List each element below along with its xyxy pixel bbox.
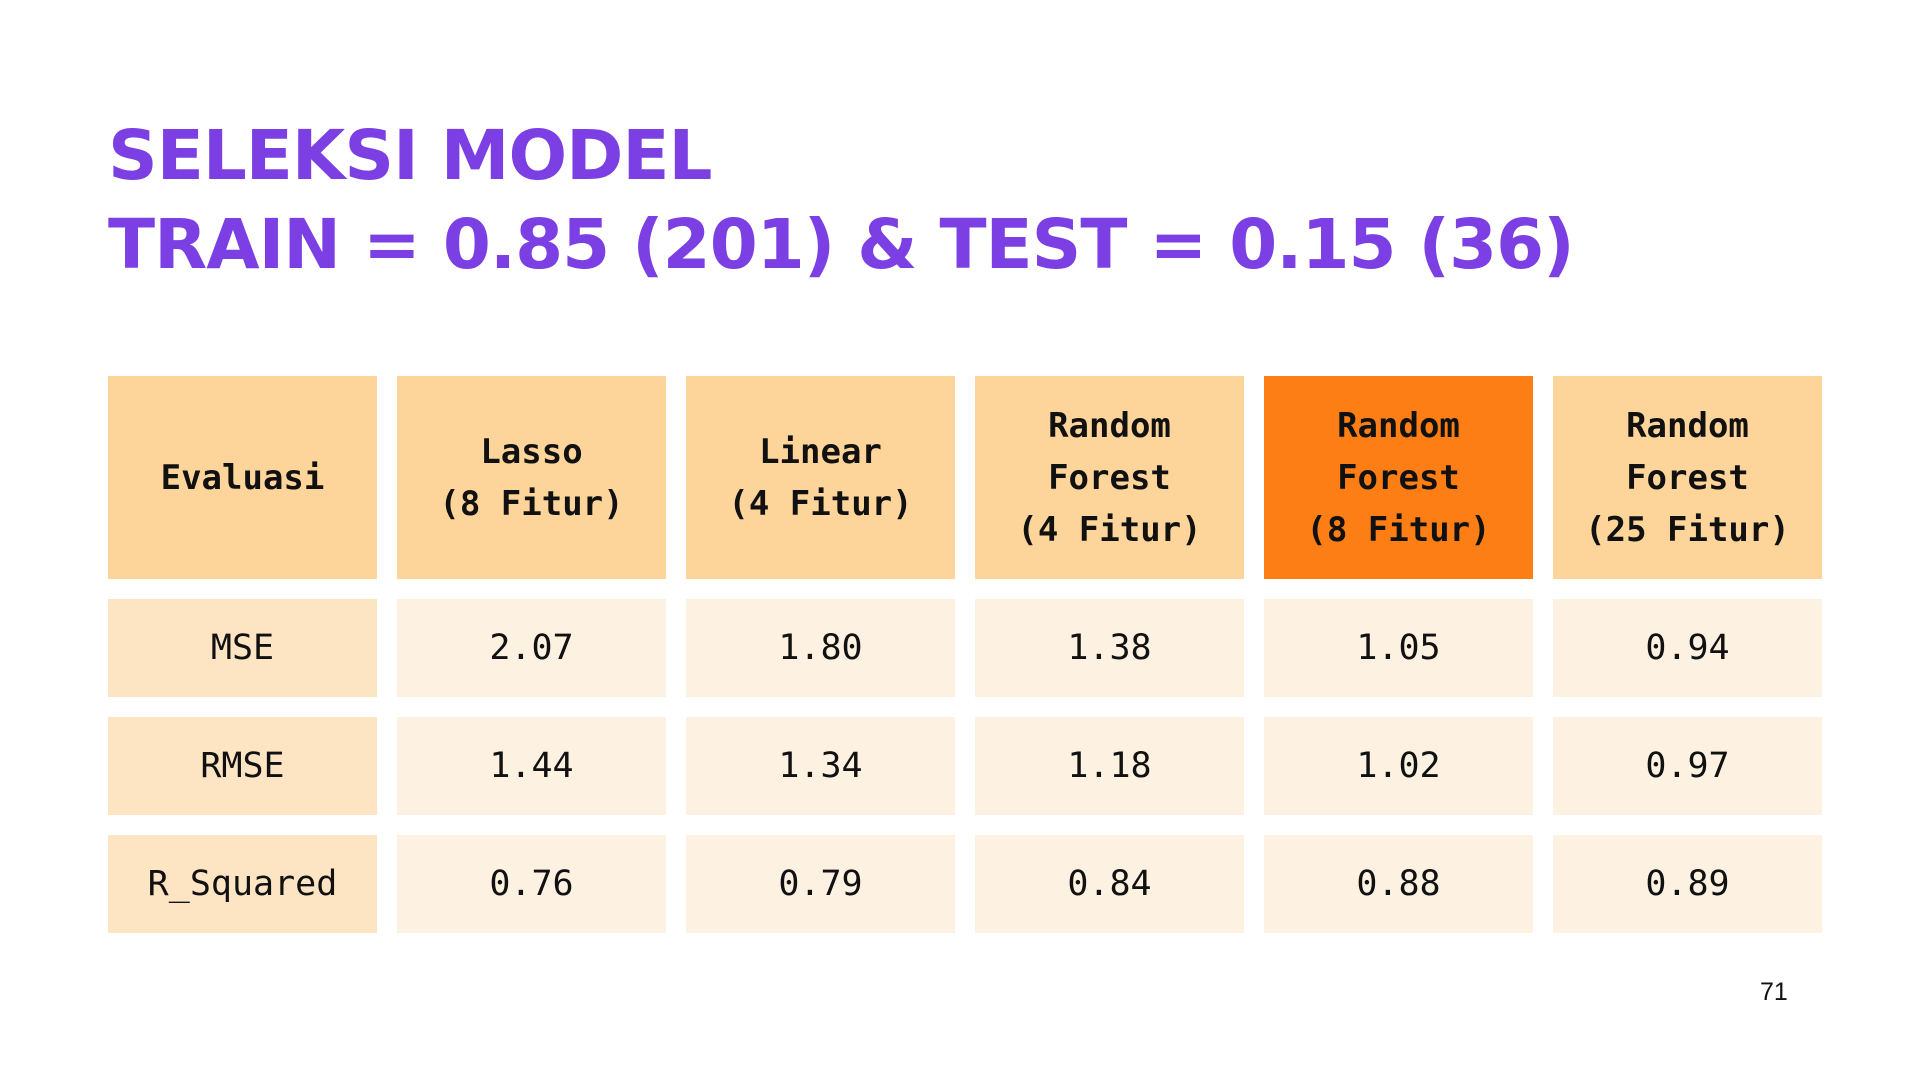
model-comparison-table: Evaluasi Lasso (8 Fitur) Linear (4 Fitur…: [108, 376, 1822, 953]
header-text-linear-4-fitur: Linear (4 Fitur): [728, 426, 912, 530]
header-line: (8 Fitur): [439, 483, 624, 524]
header-cell-lasso-8-fitur: Lasso (8 Fitur): [397, 376, 666, 579]
header-line: Linear: [759, 431, 882, 472]
value-cell: 0.76: [397, 835, 666, 933]
metric-label-rmse: RMSE: [108, 717, 377, 815]
slide-page-number: 71: [1760, 978, 1788, 1006]
header-line: (4 Fitur): [728, 483, 913, 524]
metric-label-mse: MSE: [108, 599, 377, 697]
header-cell-evaluasi: Evaluasi: [108, 376, 377, 579]
slide-title: SELEKSI MODEL TRAIN = 0.85 (201) & TEST …: [108, 112, 1575, 290]
header-line: Lasso: [480, 431, 583, 472]
title-line-train-test-split: TRAIN = 0.85 (201) & TEST = 0.15 (36): [108, 205, 1575, 285]
header-text-random-forest-4-fitur: Random Forest (4 Fitur): [1017, 400, 1201, 556]
value-cell: 2.07: [397, 599, 666, 697]
header-line: Forest: [1048, 457, 1171, 498]
header-line: Evaluasi: [160, 457, 325, 498]
table-row-rmse: RMSE 1.44 1.34 1.18 1.02 0.97: [108, 717, 1822, 815]
table-row-mse: MSE 2.07 1.80 1.38 1.05 0.94: [108, 599, 1822, 697]
value-cell: 1.38: [975, 599, 1244, 697]
header-line: (25 Fitur): [1585, 509, 1790, 550]
table-header-row: Evaluasi Lasso (8 Fitur) Linear (4 Fitur…: [108, 376, 1822, 579]
metric-label-r-squared: R_Squared: [108, 835, 377, 933]
header-line: Random: [1048, 405, 1171, 446]
value-cell: 1.18: [975, 717, 1244, 815]
title-line-model-selection: SELEKSI MODEL: [108, 116, 712, 196]
header-text-evaluasi: Evaluasi: [161, 452, 325, 504]
value-cell: 0.84: [975, 835, 1244, 933]
value-cell: 1.80: [686, 599, 955, 697]
header-line: (4 Fitur): [1017, 509, 1202, 550]
value-cell: 0.97: [1553, 717, 1822, 815]
header-text-random-forest-25-fitur: Random Forest (25 Fitur): [1585, 400, 1790, 556]
value-cell: 0.79: [686, 835, 955, 933]
header-line: (8 Fitur): [1306, 509, 1491, 550]
value-cell: 1.05: [1264, 599, 1533, 697]
value-cell: 0.94: [1553, 599, 1822, 697]
header-line: Forest: [1626, 457, 1749, 498]
value-cell: 1.44: [397, 717, 666, 815]
header-line: Random: [1626, 405, 1749, 446]
header-text-lasso-8-fitur: Lasso (8 Fitur): [439, 426, 623, 530]
value-cell: 0.88: [1264, 835, 1533, 933]
value-cell: 1.34: [686, 717, 955, 815]
header-cell-random-forest-25-fitur: Random Forest (25 Fitur): [1553, 376, 1822, 579]
value-cell: 0.89: [1553, 835, 1822, 933]
table-row-r-squared: R_Squared 0.76 0.79 0.84 0.88 0.89: [108, 835, 1822, 933]
header-text-random-forest-8-fitur: Random Forest (8 Fitur): [1306, 400, 1490, 556]
header-cell-random-forest-4-fitur: Random Forest (4 Fitur): [975, 376, 1244, 579]
header-line: Forest: [1337, 457, 1460, 498]
header-line: Random: [1337, 405, 1460, 446]
header-cell-linear-4-fitur: Linear (4 Fitur): [686, 376, 955, 579]
header-cell-random-forest-8-fitur-highlighted: Random Forest (8 Fitur): [1264, 376, 1533, 579]
value-cell: 1.02: [1264, 717, 1533, 815]
